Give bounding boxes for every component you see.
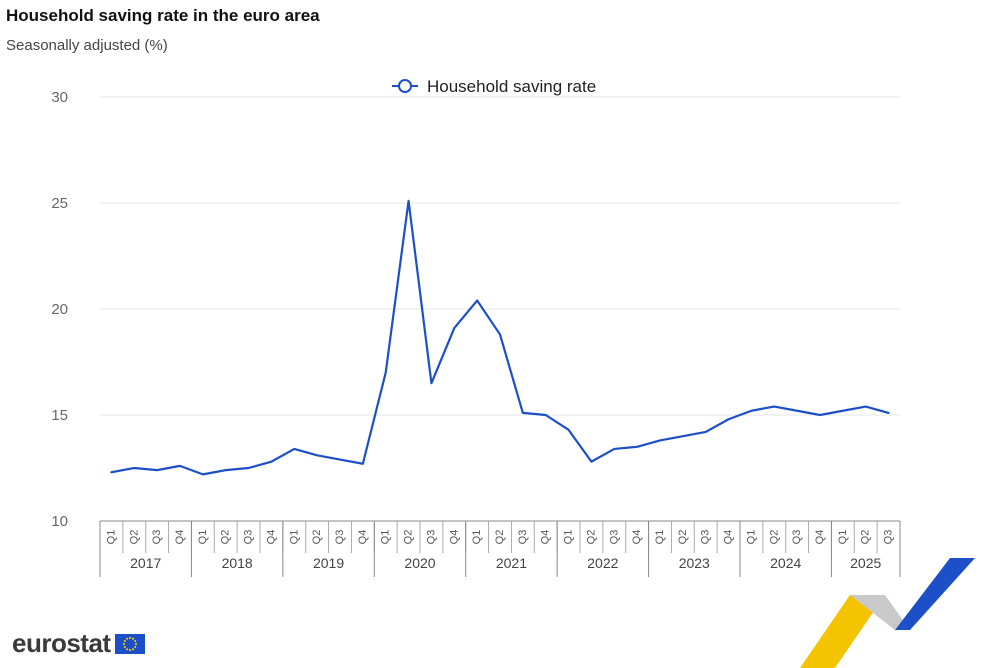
x-tick-label-quarter: Q1: [654, 530, 666, 545]
legend-label: Household saving rate: [427, 77, 596, 96]
x-tick-label-quarter: Q2: [677, 530, 689, 545]
x-tick-label-quarter: Q1: [745, 530, 757, 545]
x-tick-label-quarter: Q3: [791, 530, 803, 545]
y-tick-label: 10: [51, 513, 68, 530]
x-tick-label-year: 2019: [313, 555, 344, 571]
x-tick-label-quarter: Q4: [723, 530, 735, 545]
y-tick-label: 15: [51, 407, 68, 424]
x-tick-label-quarter: Q4: [631, 530, 643, 545]
x-tick-label-quarter: Q1: [105, 530, 117, 545]
x-tick-label-year: 2018: [222, 555, 253, 571]
x-tick-label-quarter: Q2: [768, 530, 780, 545]
y-axis: 10 15 20 25 30: [51, 89, 68, 530]
x-tick-label-quarter: Q1: [471, 530, 483, 545]
x-tick-label-quarter: Q3: [883, 530, 895, 545]
y-tick-label: 20: [51, 301, 68, 318]
series-line-household-saving-rate: [110, 199, 890, 476]
x-tick-label-quarter: Q4: [357, 530, 369, 545]
x-tick-label-year: 2022: [587, 555, 618, 571]
x-tick-label-quarter: Q1: [288, 530, 300, 545]
x-tick-label-year: 2025: [850, 555, 881, 571]
decorative-chevron-graphic: [800, 558, 975, 668]
x-tick-label-quarter: Q4: [265, 530, 277, 545]
x-axis: Q1 Q2 Q3 Q4 Q1 Q2 Q3 Q4 Q1 Q2 Q3 Q4 Q1 Q2 Q3 Q4 Q1 Q2 Q3 Q4…: [99, 520, 901, 577]
x-tick-label-quarter: Q2: [220, 530, 232, 545]
legend[interactable]: Household saving rate: [392, 77, 596, 96]
x-tick-label-quarter: Q4: [448, 530, 460, 545]
x-tick-label-quarter: Q4: [174, 530, 186, 545]
legend-marker-icon: [398, 79, 412, 93]
y-tick-label: 30: [51, 89, 68, 106]
x-tick-label-quarter: Q2: [311, 530, 323, 545]
grid-lines: [100, 96, 900, 416]
x-tick-label-quarter: Q4: [814, 530, 826, 545]
x-tick-label-quarter: Q3: [517, 530, 529, 545]
eurostat-logo: eurostat: [12, 628, 145, 659]
x-tick-label-quarter: Q3: [151, 530, 163, 545]
x-tick-label-quarter: Q3: [243, 530, 255, 545]
logo-text: eurostat: [12, 628, 111, 658]
x-tick-label-quarter: Q3: [700, 530, 712, 545]
x-tick-label-year: 2021: [496, 555, 527, 571]
x-tick-label-quarter: Q2: [494, 530, 506, 545]
x-tick-label-year: 2024: [770, 555, 801, 571]
x-tick-label-quarter: Q1: [563, 530, 575, 545]
chart-subtitle: Seasonally adjusted (%): [6, 37, 168, 54]
chart-title: Household saving rate in the euro area: [6, 6, 320, 25]
x-tick-label-year: 2020: [404, 555, 435, 571]
x-tick-label-quarter: Q1: [197, 530, 209, 545]
x-tick-label-quarter: Q1: [837, 530, 849, 545]
x-tick-label-quarter: Q3: [608, 530, 620, 545]
x-tick-label-year: 2023: [679, 555, 710, 571]
x-tick-label-quarter: Q1: [380, 530, 392, 545]
x-tick-label-quarter: Q3: [425, 530, 437, 545]
x-tick-label-quarter: Q4: [540, 530, 552, 545]
x-tick-label-quarter: Q2: [585, 530, 597, 545]
eu-flag-icon: [114, 633, 145, 654]
x-tick-label-quarter: Q2: [403, 530, 415, 545]
x-tick-label-quarter: Q2: [128, 530, 140, 545]
series-layer: [110, 199, 890, 476]
x-tick-label-year: 2017: [130, 555, 161, 571]
x-tick-label-quarter: Q3: [334, 530, 346, 545]
x-tick-label-quarter: Q2: [860, 530, 872, 545]
y-tick-label: 25: [51, 195, 68, 212]
